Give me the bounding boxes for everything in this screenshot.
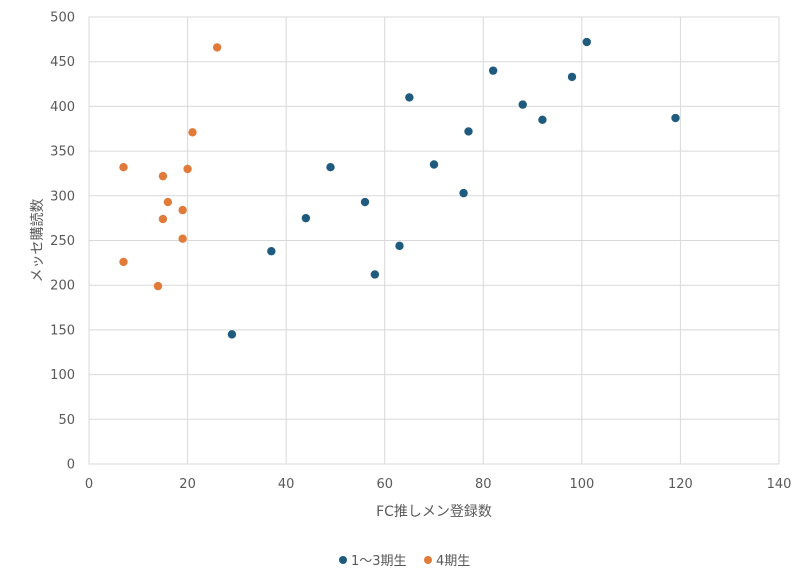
legend-item: 4期生 — [424, 554, 470, 569]
y-tick-label: 50 — [58, 413, 75, 428]
y-tick-label: 200 — [50, 279, 75, 294]
y-tick-label: 0 — [67, 458, 75, 473]
x-axis-ticks: 0 20 40 60 80 100 120 140 — [85, 477, 792, 492]
data-point — [158, 214, 168, 224]
data-point — [301, 213, 311, 223]
x-tick-label: 20 — [179, 477, 196, 492]
data-point — [178, 205, 187, 215]
x-tick-label: 40 — [278, 477, 295, 492]
data-point — [488, 66, 498, 75]
legend-label: 1〜3期生 — [351, 554, 407, 569]
data-point — [582, 37, 591, 47]
data-point — [163, 197, 173, 207]
y-tick-label: 100 — [50, 368, 75, 383]
data-point — [188, 128, 197, 137]
y-axis-title: メッセ購読数 — [29, 199, 46, 283]
x-axis-title: FC推しメン登録数 — [376, 504, 492, 520]
legend-marker — [339, 556, 347, 564]
data-point — [178, 234, 187, 243]
legend: 1〜3期生 4期生 — [339, 554, 470, 569]
data-point — [538, 115, 547, 125]
y-tick-label: 150 — [50, 323, 75, 338]
plot-area — [88, 16, 780, 465]
x-tick-label: 100 — [569, 477, 594, 492]
data-point — [459, 188, 468, 198]
data-point — [370, 270, 380, 279]
y-tick-label: 350 — [50, 145, 75, 160]
x-tick-label: 80 — [475, 477, 492, 492]
data-point — [567, 72, 577, 82]
series-1 — [227, 37, 680, 339]
data-point — [267, 247, 276, 256]
y-axis-ticks: 0 50 100 150 200 250 300 350 400 450 500 — [50, 11, 75, 473]
data-points — [119, 37, 680, 339]
legend-item: 1〜3期生 — [339, 554, 407, 569]
data-point — [326, 162, 335, 172]
data-point — [429, 160, 439, 169]
legend-marker — [424, 556, 432, 564]
data-point — [212, 43, 222, 52]
series-2 — [119, 43, 222, 291]
data-point — [518, 100, 527, 109]
y-tick-label: 500 — [50, 11, 75, 26]
data-point — [405, 93, 414, 102]
data-point — [183, 164, 192, 174]
y-tick-label: 450 — [50, 55, 75, 70]
x-tick-label: 120 — [668, 477, 693, 492]
y-tick-label: 400 — [50, 100, 75, 115]
x-tick-label: 60 — [376, 477, 393, 492]
legend-label: 4期生 — [436, 554, 470, 569]
grid-layer — [88, 16, 780, 465]
data-point — [227, 330, 237, 339]
data-point — [464, 127, 473, 136]
data-point — [153, 281, 163, 291]
data-point — [158, 171, 168, 181]
data-point — [395, 241, 404, 251]
y-tick-label: 300 — [50, 189, 75, 204]
data-point — [671, 113, 680, 123]
data-point — [119, 162, 128, 172]
data-point — [119, 257, 128, 267]
x-tick-label: 0 — [85, 477, 93, 492]
y-tick-label: 250 — [50, 234, 75, 249]
data-point — [360, 197, 370, 207]
x-tick-label: 140 — [767, 477, 792, 492]
